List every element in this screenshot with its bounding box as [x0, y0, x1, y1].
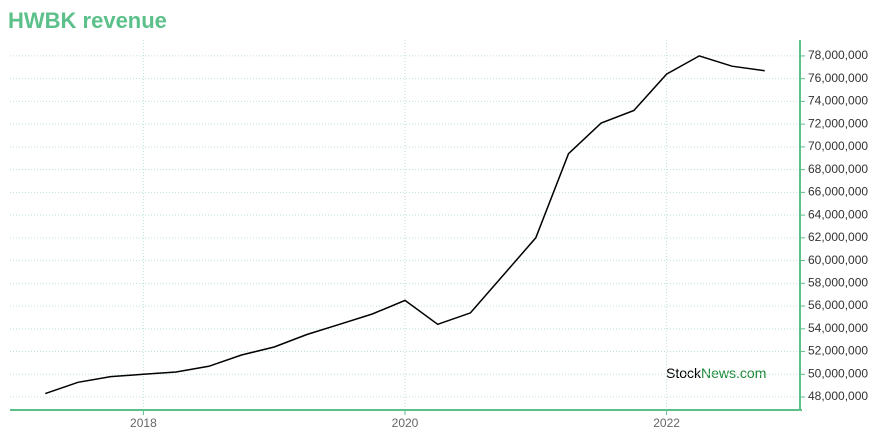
x-tick-label: 2020 [392, 416, 419, 430]
y-tick-label: 60,000,000 [808, 253, 868, 267]
chart-title: HWBK revenue [8, 8, 167, 33]
y-tick-label: 76,000,000 [808, 71, 868, 85]
line [45, 55, 765, 395]
y-tick-label: 74,000,000 [808, 94, 868, 108]
y-tick-label: 72,000,000 [808, 116, 868, 130]
y-tick-label: 78,000,000 [808, 48, 868, 62]
watermark-part: Stock [666, 365, 702, 381]
y-tick-label: 64,000,000 [808, 207, 868, 221]
watermark: StockNews.com [666, 365, 766, 381]
y-tick-label: 48,000,000 [808, 389, 868, 403]
y-tick-label: 50,000,000 [808, 366, 868, 380]
watermark-part: News.com [701, 365, 766, 381]
y-tick-label: 54,000,000 [808, 321, 868, 335]
x-tick-label: 2022 [653, 416, 680, 430]
y-tick-label: 66,000,000 [808, 185, 868, 199]
y-tick-label: 62,000,000 [808, 230, 868, 244]
y-tick-label: 70,000,000 [808, 139, 868, 153]
y-tick-label: 56,000,000 [808, 298, 868, 312]
y-tick-label: 52,000,000 [808, 344, 868, 358]
y-tick-label: 68,000,000 [808, 162, 868, 176]
x-tick-label: 2018 [130, 416, 157, 430]
y-tick-label: 58,000,000 [808, 276, 868, 290]
